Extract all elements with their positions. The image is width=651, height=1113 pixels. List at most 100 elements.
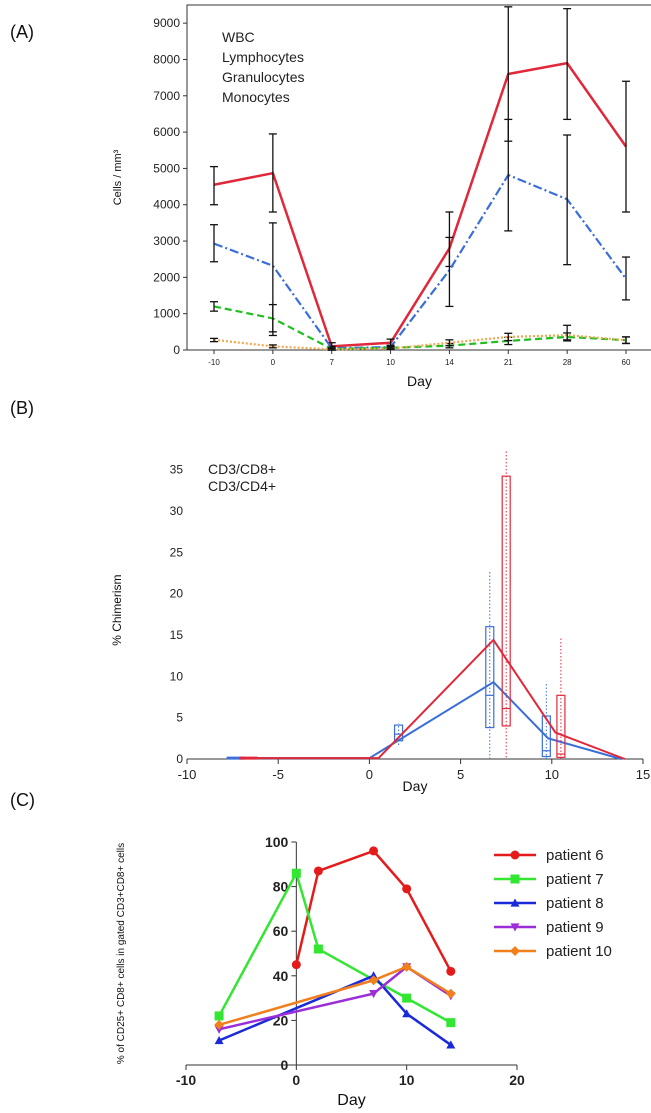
data-point bbox=[214, 1011, 224, 1021]
data-point bbox=[402, 884, 412, 894]
box bbox=[485, 626, 495, 729]
series-line-cd4 bbox=[245, 638, 626, 760]
series-line-patient-8 bbox=[218, 974, 452, 1046]
y-tick-label: 25 bbox=[170, 545, 184, 559]
series-line-patient-10 bbox=[218, 965, 452, 1027]
x-axis-title: Day bbox=[407, 373, 432, 389]
data-point bbox=[291, 868, 301, 878]
y-tick-label: 0 bbox=[173, 343, 180, 357]
data-point bbox=[402, 1009, 412, 1018]
x-tick-label: 28 bbox=[563, 358, 572, 367]
data-point bbox=[368, 975, 379, 986]
y-tick-label: 30 bbox=[170, 504, 184, 518]
x-tick-label: -5 bbox=[272, 767, 284, 782]
box bbox=[501, 475, 511, 727]
data-point bbox=[510, 850, 520, 860]
x-tick-label: 10 bbox=[386, 358, 395, 367]
data-point bbox=[446, 1040, 456, 1049]
x-tick-label: 20 bbox=[509, 1072, 525, 1088]
y-tick-label: 15 bbox=[170, 628, 184, 642]
legend-entry: patient 6 bbox=[546, 847, 604, 864]
legend-entry: Granulocytes bbox=[222, 69, 304, 85]
data-point bbox=[313, 944, 323, 954]
series-line-lymphocytes bbox=[213, 173, 627, 350]
legend-entry: patient 7 bbox=[546, 871, 604, 888]
series-line-monocytes bbox=[213, 334, 627, 351]
y-tick-label: 3000 bbox=[153, 234, 180, 248]
plot-frame bbox=[186, 4, 651, 351]
x-tick-label: -10 bbox=[178, 767, 197, 782]
x-tick-label: 5 bbox=[457, 767, 464, 782]
data-point bbox=[510, 898, 520, 907]
y-tick-label: 100 bbox=[265, 834, 289, 850]
y-tick-label: 1000 bbox=[153, 307, 180, 321]
y-tick-label: 5 bbox=[176, 711, 183, 725]
y-tick-label: 35 bbox=[170, 463, 184, 477]
legend-entry: CD3/CD4+ bbox=[208, 478, 276, 494]
chart-chimerism: -10 -5 0 5 10 15 0 5 10 15 20 25 30 35 Day % Chimerism C… bbox=[110, 450, 650, 794]
data-point bbox=[402, 993, 412, 1003]
data-point bbox=[510, 923, 520, 932]
y-axis-title: % of CD25+ CD8+ cells in gated CD3+CD8+ … bbox=[116, 843, 127, 1064]
series-line-granulocytes bbox=[213, 305, 627, 351]
series-line-wbc bbox=[213, 61, 628, 348]
x-tick-label: 14 bbox=[445, 358, 454, 367]
x-tick-label: 0 bbox=[292, 1072, 300, 1088]
y-tick-label: 6000 bbox=[153, 125, 180, 139]
x-axis-title: Day bbox=[337, 1092, 365, 1109]
data-point bbox=[401, 961, 412, 972]
y-tick-label: 2000 bbox=[153, 270, 180, 284]
x-axis-title: Day bbox=[403, 778, 428, 794]
data-point bbox=[313, 866, 323, 876]
legend-entry: Monocytes bbox=[222, 89, 290, 105]
x-tick-label: 15 bbox=[636, 767, 650, 782]
x-tick-label: 7 bbox=[329, 358, 334, 367]
y-tick-label: 0 bbox=[281, 1057, 289, 1073]
legend-entry: CD3/CD8+ bbox=[208, 461, 276, 477]
x-tick-label: -10 bbox=[176, 1072, 196, 1088]
legend-entry: patient 8 bbox=[546, 895, 604, 912]
box bbox=[541, 715, 551, 758]
panel-c-label: (C) bbox=[10, 790, 35, 810]
legend-entry: patient 9 bbox=[546, 919, 604, 936]
y-tick-label: 60 bbox=[273, 923, 289, 939]
data-point bbox=[369, 846, 379, 856]
data-point bbox=[214, 1019, 225, 1030]
data-point bbox=[446, 1018, 456, 1028]
chart-blood-counts: 0 1000 2000 3000 4000 5000 6000 7000 8000 9000 -10… bbox=[112, 4, 651, 389]
x-tick-label: 21 bbox=[504, 358, 513, 367]
y-axis-title: Cells / mm³ bbox=[112, 149, 124, 205]
y-tick-label: 8000 bbox=[153, 52, 180, 66]
y-tick-label: 20 bbox=[170, 587, 184, 601]
x-tick-label: 0 bbox=[271, 358, 276, 367]
panel-a-label: (A) bbox=[10, 22, 34, 42]
panel-b-label: (B) bbox=[10, 398, 34, 418]
x-tick-label: -10 bbox=[208, 358, 220, 367]
x-tick-label: 60 bbox=[622, 358, 631, 367]
y-tick-label: 10 bbox=[170, 669, 184, 683]
y-tick-label: 4000 bbox=[153, 198, 180, 212]
y-tick-label: 9000 bbox=[153, 16, 180, 30]
legend-entry: patient 10 bbox=[546, 943, 612, 960]
box bbox=[556, 694, 566, 758]
y-tick-label: 80 bbox=[273, 879, 289, 895]
y-tick-label: 40 bbox=[273, 968, 289, 984]
x-tick-label: 0 bbox=[366, 767, 373, 782]
x-tick-label: 10 bbox=[399, 1072, 415, 1088]
series-line-cd8 bbox=[232, 680, 622, 760]
series-line-patient-7 bbox=[218, 869, 452, 1024]
data-point bbox=[446, 966, 456, 976]
y-tick-label: 5000 bbox=[153, 161, 180, 175]
y-tick-label: 0 bbox=[176, 752, 183, 766]
y-tick-label: 7000 bbox=[153, 89, 180, 103]
y-axis-title: % Chimerism bbox=[110, 574, 124, 645]
data-point bbox=[369, 990, 379, 999]
legend-entry: Lymphocytes bbox=[222, 49, 304, 65]
data-point bbox=[510, 874, 520, 884]
data-point bbox=[291, 960, 301, 970]
legend-entry: WBC bbox=[222, 29, 255, 45]
x-tick-label: 10 bbox=[545, 767, 559, 782]
data-point bbox=[510, 946, 520, 956]
data-point bbox=[214, 1035, 224, 1045]
